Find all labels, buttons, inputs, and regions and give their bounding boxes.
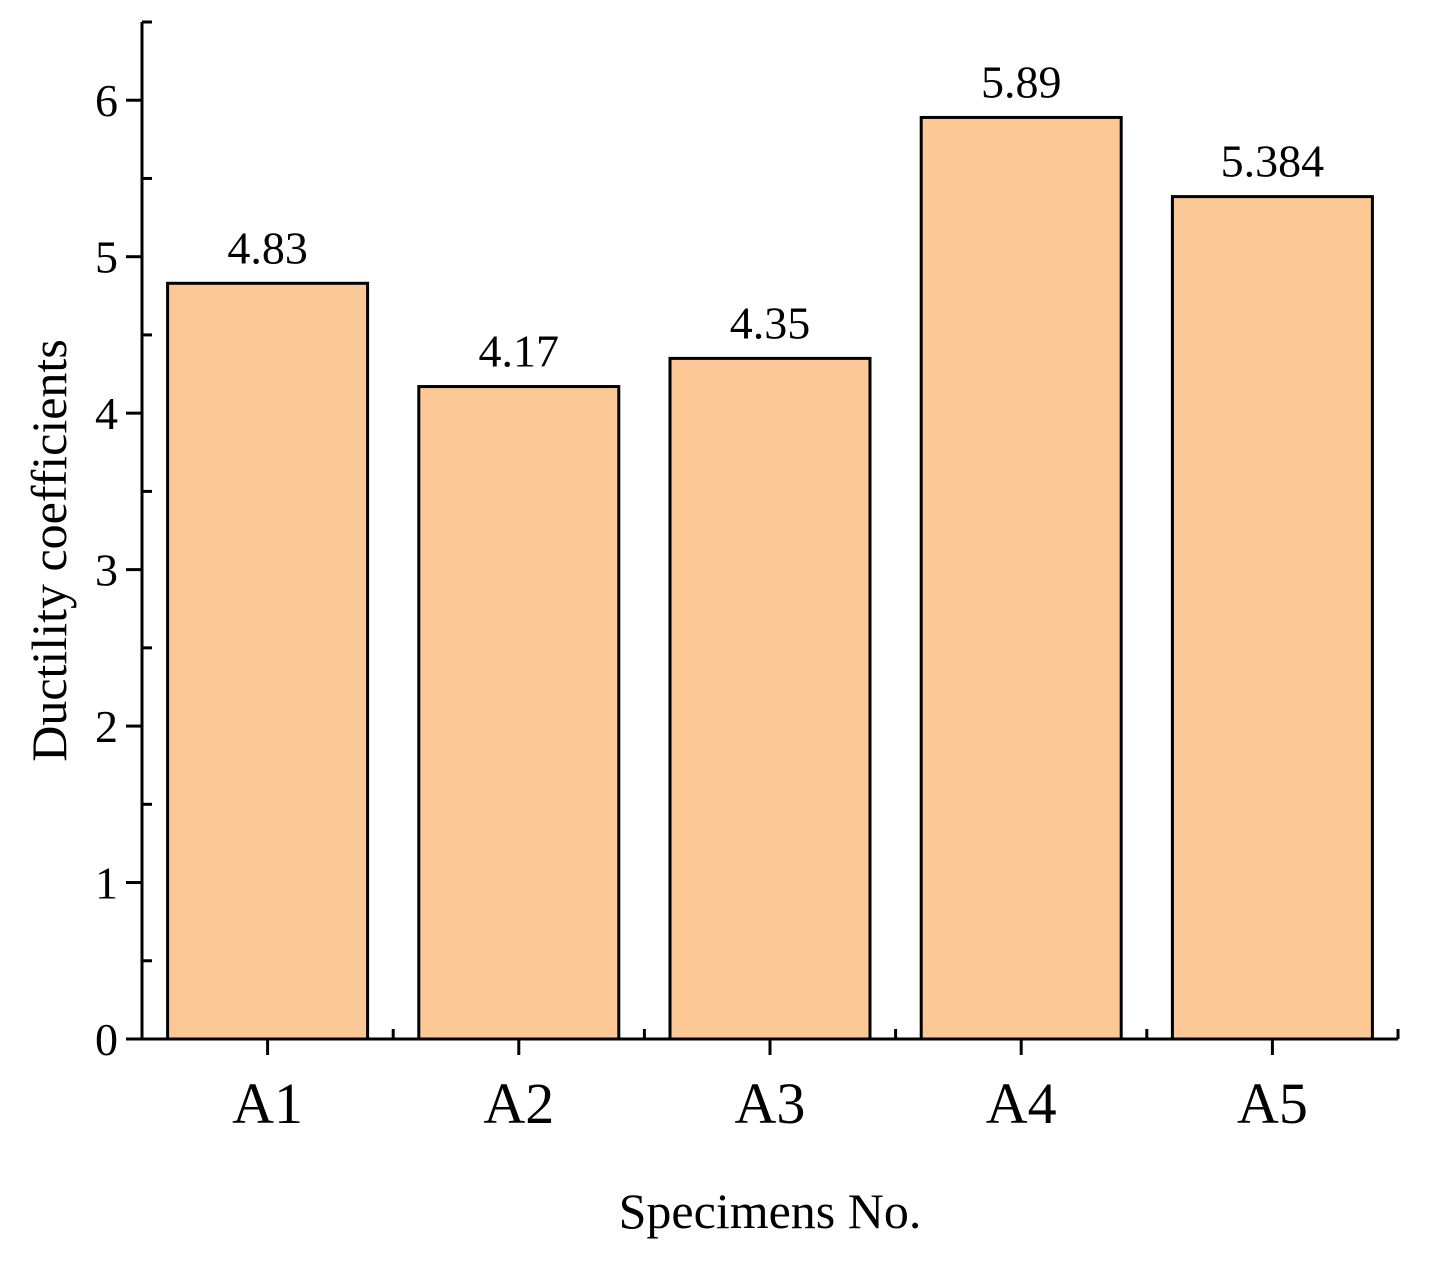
bar-a1 — [166, 281, 370, 1041]
bar-a4 — [919, 115, 1123, 1041]
data-labels: 4.83 4.17 4.35 5.89 5.384 — [227, 56, 1324, 376]
y-axis: 0 1 2 3 4 5 6 — [95, 20, 152, 1065]
y-tick-label: 6 — [95, 75, 118, 126]
bar-a3 — [668, 356, 872, 1041]
x-tick-label-a5: A5 — [1237, 1071, 1308, 1136]
data-label-a4: 5.89 — [981, 56, 1062, 107]
y-tick-label: 4 — [95, 388, 118, 439]
x-axis-title: Specimens No. — [619, 1183, 922, 1239]
y-tick-label: 0 — [95, 1014, 118, 1065]
bars — [166, 115, 1374, 1041]
y-tick-label: 2 — [95, 701, 118, 752]
x-tick-label-a3: A3 — [735, 1071, 806, 1136]
bar-a5 — [1170, 195, 1374, 1041]
x-tick-label-a2: A2 — [483, 1071, 554, 1136]
x-axis: A1 A2 A3 A4 A5 — [140, 1029, 1400, 1136]
x-tick-label-a1: A1 — [232, 1071, 303, 1136]
bar-a2 — [417, 385, 621, 1041]
data-label-a5: 5.384 — [1221, 136, 1325, 187]
y-axis-title: Ductility coefficients — [21, 339, 77, 762]
y-tick-label: 1 — [95, 858, 118, 909]
data-label-a3: 4.35 — [730, 297, 811, 348]
y-tick-label: 5 — [95, 232, 118, 283]
y-tick-label: 3 — [95, 545, 118, 596]
data-label-a1: 4.83 — [227, 222, 308, 273]
data-label-a2: 4.17 — [479, 326, 560, 377]
x-tick-label-a4: A4 — [986, 1071, 1057, 1136]
